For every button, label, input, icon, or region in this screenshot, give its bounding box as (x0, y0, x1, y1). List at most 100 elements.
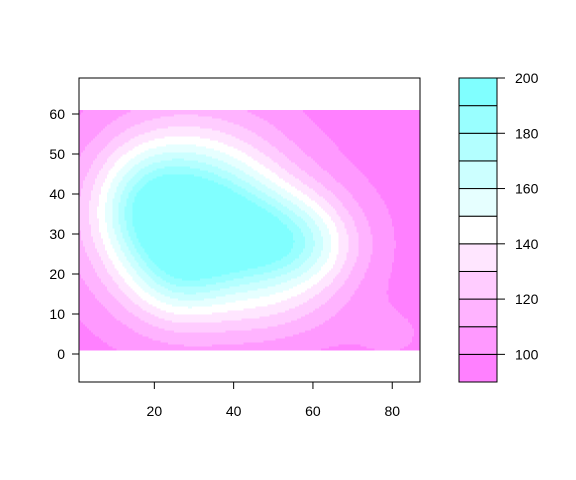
contour-cell (92, 148, 96, 151)
contour-cell (114, 196, 118, 199)
contour-cell (92, 344, 96, 347)
contour-cell (79, 136, 82, 139)
contour-cell (90, 188, 94, 191)
contour-cell (102, 140, 106, 143)
contour-cell (108, 244, 112, 247)
contour-cell (112, 296, 116, 299)
contour-cell (106, 326, 110, 329)
contour-cell (98, 184, 102, 187)
contour-cell (102, 320, 106, 323)
contour-cell (86, 190, 90, 193)
contour-cell (112, 110, 116, 113)
contour-cell (94, 184, 98, 187)
contour-cell (120, 330, 124, 333)
contour-cell (122, 284, 126, 287)
contour-cell (110, 254, 114, 257)
contour-cell (122, 242, 126, 245)
contour-cell (108, 132, 112, 135)
contour-cell (100, 156, 104, 159)
contour-cell (96, 214, 100, 217)
contour-cell (116, 134, 120, 137)
contour-cell (88, 228, 92, 231)
contour-cell (100, 188, 104, 191)
contour-cell (112, 150, 116, 153)
contour-cell (79, 212, 82, 215)
contour-cell (112, 242, 116, 245)
contour-cell (90, 304, 94, 307)
contour-cell (120, 224, 124, 227)
contour-cell (102, 250, 106, 253)
contour-cell (96, 274, 100, 277)
contour-cell (100, 238, 104, 241)
contour-cell (82, 232, 86, 235)
contour-cell (110, 168, 114, 171)
contour-cell (114, 192, 118, 195)
contour-cell (96, 208, 100, 211)
contour-cell (94, 258, 98, 261)
contour-cell (106, 152, 110, 155)
contour-cell (90, 158, 94, 161)
contour-cell (96, 290, 100, 293)
contour-cell (112, 148, 116, 151)
contour-cell (86, 122, 90, 125)
contour-cell (84, 168, 88, 171)
contour-cell (88, 192, 92, 195)
contour-cell (104, 208, 108, 211)
contour-cell (118, 116, 122, 119)
contour-cell (100, 218, 104, 221)
contour-cell (90, 284, 94, 287)
contour-cell (86, 266, 90, 269)
contour-cell (116, 282, 120, 285)
contour-cell (82, 222, 86, 225)
contour-cell (98, 212, 102, 215)
contour-cell (110, 144, 114, 147)
contour-cell (100, 152, 104, 155)
contour-cell (116, 218, 120, 221)
contour-cell (112, 212, 116, 215)
contour-cell (92, 134, 96, 137)
contour-cell (106, 182, 110, 185)
contour-cell (80, 174, 84, 177)
contour-cell (102, 244, 106, 247)
contour-cell (104, 340, 108, 343)
contour-cell (122, 334, 126, 337)
contour-cell (110, 322, 114, 325)
contour-cell (102, 116, 106, 119)
contour-cell (79, 148, 82, 151)
contour-cell (90, 224, 94, 227)
contour-cell (112, 160, 116, 163)
contour-cell (106, 172, 110, 175)
contour-cell (94, 134, 98, 137)
contour-cell (92, 320, 96, 323)
contour-cell (80, 322, 84, 325)
contour-cell (96, 340, 100, 343)
contour-cell (120, 286, 124, 289)
contour-cell (112, 158, 116, 161)
contour-cell (98, 166, 102, 169)
contour-cell (84, 194, 88, 197)
contour-cell (118, 298, 122, 301)
contour-cell (82, 200, 86, 203)
contour-cell (90, 344, 94, 347)
contour-cell (98, 198, 102, 201)
contour-cell (118, 118, 122, 121)
contour-cell (84, 198, 88, 201)
contour-cell (108, 258, 112, 261)
contour-cell (86, 234, 90, 237)
contour-cell (82, 336, 86, 339)
contour-cell (84, 346, 88, 349)
contour-cell (118, 292, 122, 295)
contour-cell (110, 184, 114, 187)
contour-cell (86, 132, 90, 135)
contour-cell (79, 278, 82, 281)
contour-cell (82, 326, 86, 329)
contour-cell (96, 210, 100, 213)
contour-cell (102, 188, 106, 191)
contour-cell (110, 120, 114, 123)
contour-cell (96, 140, 100, 143)
contour-cell (90, 142, 94, 145)
contour-cell (90, 220, 94, 223)
contour-cell (80, 282, 84, 285)
contour-cell (94, 322, 98, 325)
contour-cell (106, 286, 110, 289)
